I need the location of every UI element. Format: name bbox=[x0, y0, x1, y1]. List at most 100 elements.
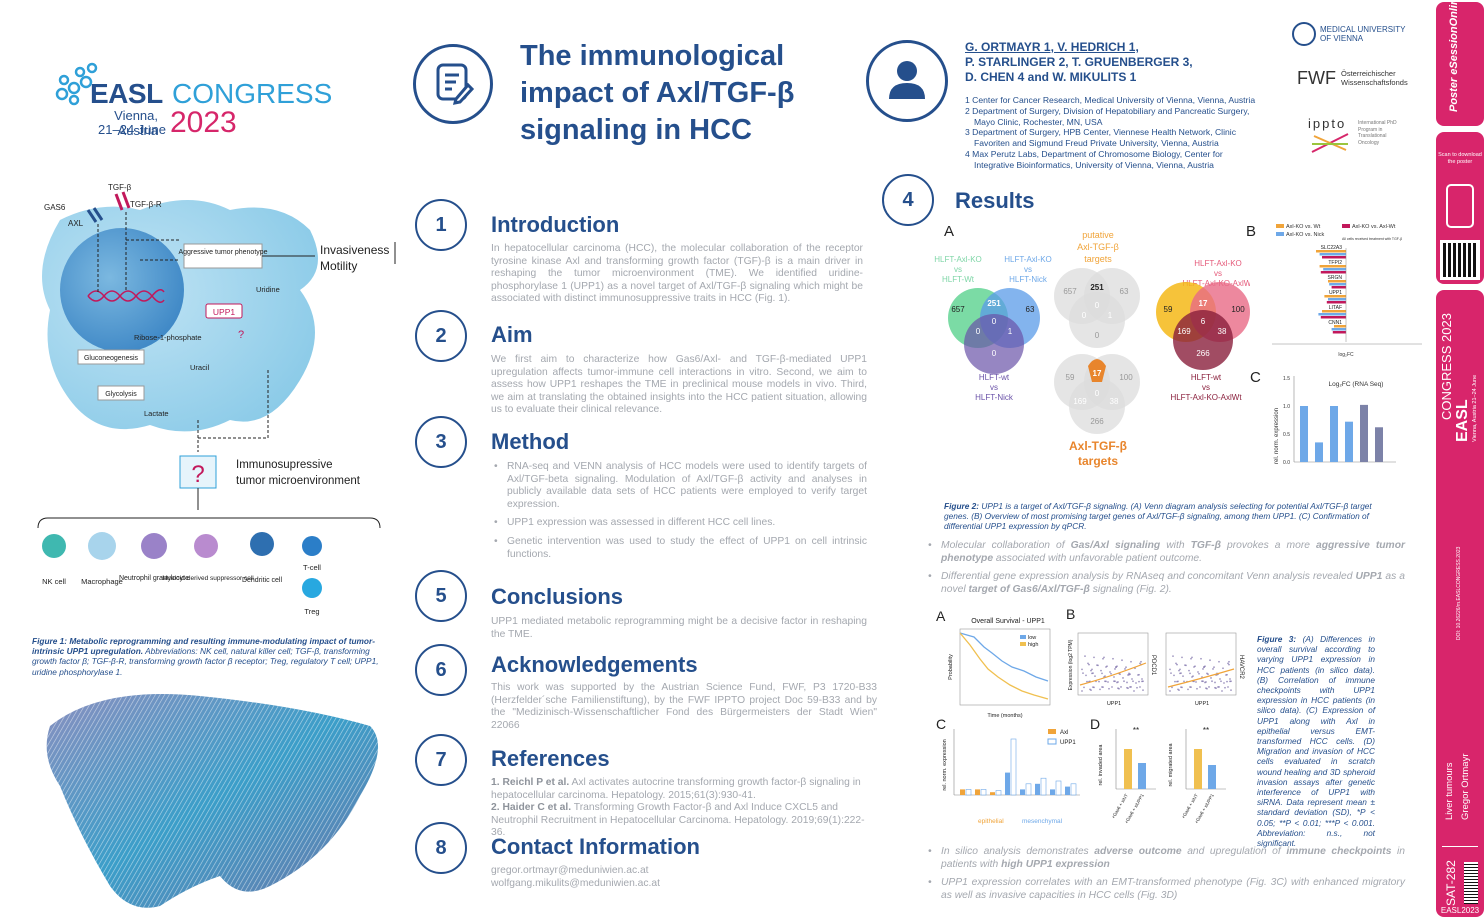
c-mesenchymal: mesenchymal bbox=[1022, 818, 1063, 825]
bar-axl-ko-vs-axlwt bbox=[1320, 271, 1346, 274]
fig3-panel-d: D bbox=[1090, 716, 1100, 732]
scan-block[interactable]: Scan to download the poster bbox=[1436, 132, 1484, 284]
affiliation-line: Favoriten and Sigmund Freud Private Univ… bbox=[974, 138, 1219, 149]
fwf-logo: FWF Österreichischer Wissenschaftsfonds bbox=[1297, 68, 1427, 90]
acknowledgements-body: This work was supported by the Austrian … bbox=[491, 682, 877, 731]
scatter-point bbox=[1082, 672, 1084, 675]
scatter-point bbox=[1101, 672, 1103, 675]
results-bullets-2: In silico analysis demonstrates adverse … bbox=[925, 846, 1405, 908]
scatter-point bbox=[1173, 674, 1175, 677]
d1-bar-sint bbox=[1124, 749, 1132, 789]
qpcr-bar bbox=[1360, 404, 1368, 462]
bar-legend-4: All cells received treatment with TGF-β bbox=[1342, 237, 1402, 241]
scatter-point bbox=[1176, 680, 1178, 683]
question-box bbox=[179, 455, 217, 489]
poster-online-block[interactable]: Poster eSessionOnline bbox=[1436, 0, 1484, 126]
scatter-point bbox=[1197, 671, 1199, 673]
fwf-text: FWF bbox=[1297, 68, 1336, 88]
label-uracil: Uracil bbox=[190, 363, 210, 372]
scatter-point bbox=[1105, 666, 1107, 668]
scatter-point bbox=[1104, 680, 1106, 683]
bar-legend-3: Axl-KO vs. Axl-Wt bbox=[1352, 224, 1396, 230]
question-mark-small: ? bbox=[238, 329, 244, 341]
bar-gene-label: LITAF bbox=[1329, 305, 1342, 311]
results-bullet: In silico analysis demonstrates adverse … bbox=[925, 846, 1405, 871]
user-icon bbox=[889, 61, 925, 99]
authors: G. ORTMAYR 1, V. HEDRICH 1, P. STARLINGE… bbox=[965, 40, 1265, 85]
venn1-ac: 0 bbox=[976, 327, 981, 336]
venn4-c: 266 bbox=[1090, 417, 1104, 426]
bar-axl-ko-vs-axlwt bbox=[1320, 316, 1346, 319]
scatter-point bbox=[1209, 659, 1211, 662]
scatter-point bbox=[1175, 662, 1177, 665]
scatter-point bbox=[1135, 682, 1137, 684]
fig3-panel-a: A bbox=[936, 608, 946, 624]
scatter-point bbox=[1125, 666, 1127, 669]
figure-3-caption: Figure 3: (A) Differences in overall sur… bbox=[1257, 634, 1375, 849]
scatter-point bbox=[1204, 681, 1206, 684]
c-bar-axl bbox=[960, 789, 965, 795]
scatter-point bbox=[1217, 686, 1219, 688]
qpcr-ytick: 0.5 bbox=[1283, 432, 1290, 438]
scatter-point bbox=[1098, 680, 1100, 683]
scatter-point bbox=[1083, 686, 1085, 689]
bar-axl-ko-vs-wt bbox=[1319, 265, 1346, 268]
panel-a-letter: A bbox=[944, 223, 954, 240]
nucleus bbox=[60, 228, 184, 352]
venn4-ac: 169 bbox=[1073, 397, 1087, 406]
scatter-point bbox=[1193, 666, 1195, 668]
scatter-point bbox=[1121, 659, 1123, 662]
label-ribose: Ribose-1-phosphate bbox=[134, 333, 202, 342]
label-tgfbr: TGF-β-R bbox=[130, 200, 162, 209]
scatter-point bbox=[1179, 672, 1181, 675]
c-bar-axl bbox=[1065, 786, 1070, 795]
contact-email-2[interactable]: wolfgang.mikulits@meduniwien.ac.at bbox=[491, 877, 660, 889]
title-icon-circle bbox=[413, 44, 493, 124]
scatter-point bbox=[1114, 668, 1116, 670]
panel-c-letter: C bbox=[1250, 369, 1261, 386]
scatter-point bbox=[1214, 686, 1216, 689]
sidebar-code: SAT-282 bbox=[1444, 860, 1458, 906]
bar-legend-2: Axl-KO vs. Nick bbox=[1286, 232, 1324, 238]
references-body: 1. Reichl P et al. Axl activates autocri… bbox=[491, 777, 877, 840]
scatter-point bbox=[1120, 686, 1122, 688]
scatter-point bbox=[1228, 663, 1230, 666]
scatter-point bbox=[1102, 657, 1104, 660]
venn1-c-only: 0 bbox=[992, 349, 997, 358]
scatter-point bbox=[1195, 681, 1197, 683]
qpcr-ytick: 1.5 bbox=[1283, 376, 1290, 382]
location-text: Vienna, Austria bbox=[114, 108, 158, 138]
scatter-point bbox=[1117, 687, 1119, 690]
affiliation-line: 4 Max Perutz Labs, Department of Chromos… bbox=[965, 148, 1223, 159]
venn1-a-only: 657 bbox=[951, 305, 965, 314]
scatter-point bbox=[1218, 660, 1220, 663]
references-title: References bbox=[491, 746, 610, 771]
section-number-2: 2 bbox=[415, 310, 467, 362]
contact-body: gregor.ortmayr@meduniwien.ac.at wolfgang… bbox=[491, 865, 791, 890]
qpcr-bar bbox=[1330, 406, 1338, 462]
survival-low-curve bbox=[959, 632, 1049, 682]
venn4-a: 59 bbox=[1066, 373, 1075, 382]
introduction-body: In hepatocellular carcinoma (HCC), the m… bbox=[491, 243, 863, 305]
axl-receptor-icon bbox=[86, 207, 104, 223]
venn4-b: 100 bbox=[1119, 373, 1133, 382]
scatter-point bbox=[1177, 688, 1179, 691]
contact-email-1[interactable]: gregor.ortmayr@meduniwien.ac.at bbox=[491, 865, 649, 876]
acknowledgements-title: Acknowledgements bbox=[491, 652, 698, 677]
scatter-point bbox=[1189, 686, 1191, 688]
d2-bar-siupp1 bbox=[1208, 765, 1216, 789]
label-dendritic: Dendritic cell bbox=[242, 577, 283, 584]
d1-sig: ** bbox=[1133, 726, 1139, 735]
scatter-point bbox=[1136, 686, 1138, 689]
bar-axl-ko-vs-nick bbox=[1319, 253, 1346, 256]
scan-text: Scan to download the poster bbox=[1438, 152, 1482, 165]
qr-code[interactable] bbox=[1440, 240, 1480, 280]
poster-online-text: Poster eSessionOnline bbox=[1448, 0, 1460, 112]
venn3-label-c: HLFT-wt vs HLFT-Axl-KO-AxlWt bbox=[1170, 373, 1242, 402]
scatter-point bbox=[1130, 660, 1132, 663]
section-number-1: 1 bbox=[415, 199, 467, 251]
qpcr-ytick: 0.0 bbox=[1283, 460, 1290, 466]
surv-legend-high: high bbox=[1028, 642, 1038, 648]
venn1-ab: 251 bbox=[987, 299, 1001, 308]
venn2-n2: 0 bbox=[1082, 311, 1087, 320]
